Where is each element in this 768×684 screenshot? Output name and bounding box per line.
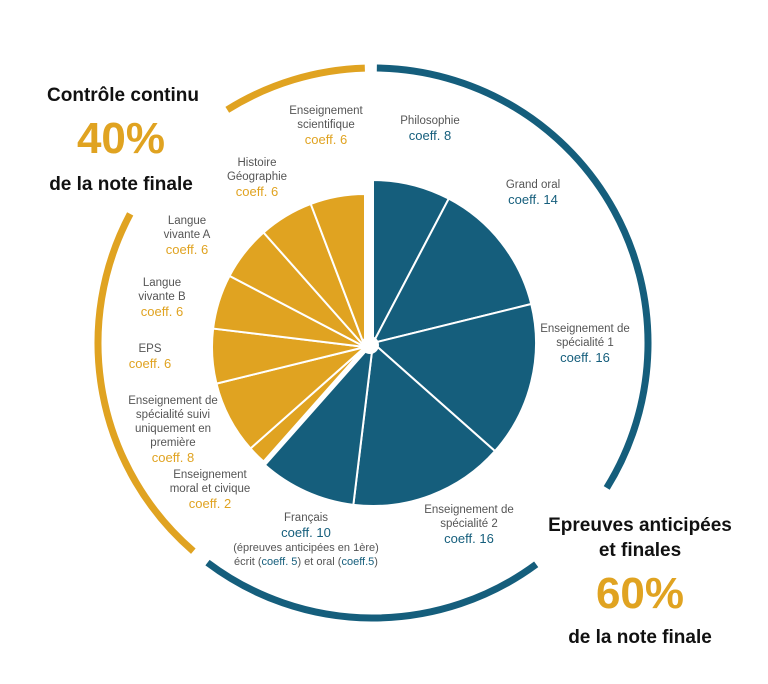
outer-arc-epreuves bbox=[376, 64, 652, 490]
pie-slice-3 bbox=[352, 340, 497, 507]
outer-arc-controle bbox=[225, 64, 365, 113]
epreuves-title-line1: Epreuves anticipées bbox=[548, 515, 732, 536]
pie-slice-1 bbox=[371, 197, 533, 345]
slice-label-philosophie: Philosophie coeff. 8 bbox=[400, 115, 460, 143]
slice-label-ens-scientifique: Enseignement scientifique coeff. 6 bbox=[289, 105, 363, 147]
pie-slice-2 bbox=[370, 302, 537, 453]
outer-arc-controle bbox=[94, 212, 196, 554]
slice-label-histoire-geo: Histoire Géographie coeff. 6 bbox=[226, 157, 288, 199]
controle-subtitle: de la note finale bbox=[49, 174, 193, 195]
epreuves-percent: 60% bbox=[595, 569, 685, 618]
epreuves-subtitle: de la note finale bbox=[568, 627, 712, 648]
pie-center-hole bbox=[361, 336, 379, 354]
slice-label-grand-oral: Grand oral coeff. 14 bbox=[505, 179, 561, 207]
outer-arc-epreuves bbox=[205, 559, 539, 622]
controle-title: Contrôle continu bbox=[47, 85, 199, 106]
pie-slice-11 bbox=[309, 192, 366, 348]
slice-label-specialite-premiere: Enseignement de spécialité suivi uniquem… bbox=[128, 395, 218, 465]
controle-percent: 40% bbox=[76, 114, 166, 163]
slice-label-eps: EPS coeff. 6 bbox=[128, 343, 172, 371]
epreuves-title-line2: et finales bbox=[598, 540, 682, 561]
slice-label-francais: Français coeff. 10 (épreuves anticipées … bbox=[233, 512, 379, 568]
slice-label-specialite-2: Enseignement de spécialité 2 coeff. 16 bbox=[424, 504, 514, 546]
slice-label-specialite-1: Enseignement de spécialité 1 coeff. 16 bbox=[540, 323, 630, 365]
slice-label-emc: Enseignement moral et civique coeff. 2 bbox=[169, 469, 251, 511]
pie-slice-4 bbox=[263, 339, 375, 506]
